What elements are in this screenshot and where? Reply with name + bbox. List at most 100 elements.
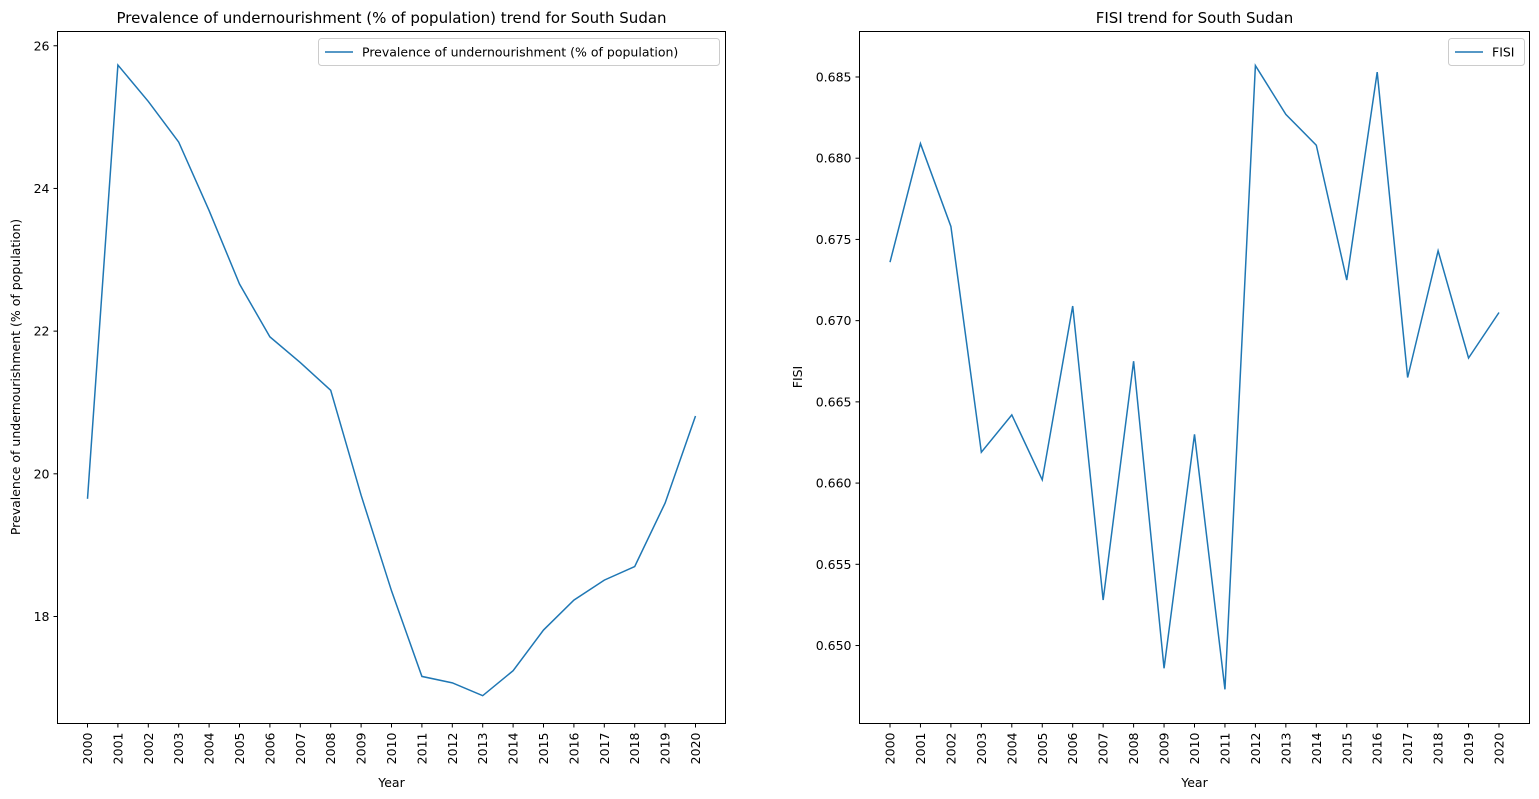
data-point: [86, 497, 89, 500]
legend-box: [1448, 38, 1525, 66]
x-tick-label: 2010: [384, 732, 399, 764]
y-tick-label: 18: [34, 609, 50, 624]
x-tick-label: 2017: [597, 733, 612, 765]
x-tick-label: 2003: [974, 733, 989, 765]
y-tick-label: 0.670: [816, 313, 852, 328]
x-tick-label: 2006: [262, 732, 277, 764]
chart-undernourishment: Prevalence of undernourishment (% of pop…: [8, 9, 726, 790]
y-tick-label: 0.685: [816, 69, 852, 84]
x-tick-label: 2017: [1400, 733, 1415, 765]
chart-fisi: FISI trend for South Sudan 2000 2001 2002 2…: [790, 9, 1530, 790]
data-point: [1254, 64, 1257, 67]
data-point: [1102, 599, 1105, 602]
x-tick-label: 2011: [414, 733, 429, 765]
series-line-fisi: [889, 63, 1500, 690]
data-point: [949, 225, 952, 228]
data-point: [116, 64, 119, 67]
x-tick-label: 2006: [1065, 732, 1080, 764]
data-point: [919, 142, 922, 145]
data-point: [329, 389, 332, 392]
data-point: [1345, 279, 1348, 282]
data-point: [512, 669, 515, 672]
y-tick-label: 20: [34, 466, 50, 481]
data-point: [268, 335, 271, 338]
y-tick-label: 26: [34, 38, 50, 53]
data-point: [1376, 71, 1379, 74]
data-point: [1010, 413, 1013, 416]
series-line-undernourishment: [86, 63, 697, 697]
legend: Prevalence of undernourishment (% of pop…: [318, 38, 720, 66]
y-axis-label: Prevalence of undernourishment (% of pop…: [8, 219, 23, 535]
y-tick-label: 0.655: [816, 557, 852, 572]
y-tick-label: 24: [34, 181, 50, 196]
x-tick-label: 2011: [1217, 733, 1232, 765]
axis-ticks: 2000 2001 2002 2003 2004 2005 2006 2007 2008 2009…: [816, 69, 1507, 764]
x-tick-label: 2019: [1461, 732, 1476, 764]
x-tick-label: 2007: [293, 733, 308, 765]
x-tick-label: 2016: [566, 732, 581, 764]
data-point: [1163, 667, 1166, 670]
data-point: [481, 694, 484, 697]
legend: FISI: [1448, 38, 1525, 66]
data-point: [1041, 478, 1044, 481]
data-point: [420, 675, 423, 678]
x-tick-label: 2008: [1126, 732, 1141, 764]
chart-title: Prevalence of undernourishment (% of pop…: [116, 9, 666, 27]
legend-label: FISI: [1492, 45, 1515, 60]
x-tick-label: 2007: [1096, 733, 1111, 765]
x-tick-label: 2004: [1004, 732, 1019, 764]
x-tick-label: 2012: [1248, 733, 1263, 765]
data-point: [1071, 305, 1074, 308]
x-tick-label: 2020: [688, 732, 703, 764]
data-point: [664, 502, 667, 505]
data-point: [1315, 144, 1318, 147]
x-tick-label: 2012: [445, 733, 460, 765]
data-point: [1467, 357, 1470, 360]
data-point: [572, 599, 575, 602]
data-point: [238, 283, 241, 286]
x-tick-label: 2013: [475, 733, 490, 765]
x-tick-label: 2009: [1157, 732, 1172, 764]
legend-label: Prevalence of undernourishment (% of pop…: [362, 45, 678, 60]
y-axis-label: FISI: [790, 366, 805, 389]
x-tick-label: 2004: [202, 732, 217, 764]
x-tick-label: 2019: [658, 732, 673, 764]
x-axis-label: Year: [377, 775, 405, 790]
x-tick-label: 2014: [1309, 732, 1324, 764]
data-point: [1193, 433, 1196, 436]
y-tick-label: 0.660: [816, 476, 852, 491]
data-point: [1406, 376, 1409, 379]
legend-box: [318, 38, 720, 66]
x-tick-label: 2018: [627, 732, 642, 764]
data-point: [147, 100, 150, 103]
x-tick-label: 2005: [232, 733, 247, 765]
y-tick-label: 22: [34, 324, 50, 339]
x-tick-label: 2016: [1370, 732, 1385, 764]
x-tick-label: 2001: [913, 733, 928, 765]
x-axis-label: Year: [1180, 775, 1208, 790]
data-point: [1437, 249, 1440, 252]
data-point: [603, 579, 606, 582]
y-tick-label: 0.680: [816, 151, 852, 166]
x-tick-label: 2020: [1492, 732, 1507, 764]
data-point: [889, 261, 892, 264]
axis-ticks: 2000 2001 2002 2003 2004 2005 2006 2007 2008 2009…: [34, 38, 703, 764]
data-point: [542, 629, 545, 632]
x-tick-label: 2013: [1278, 733, 1293, 765]
x-tick-label: 2003: [171, 733, 186, 765]
data-point: [299, 361, 302, 364]
plot-area-frame: [57, 31, 726, 724]
data-point: [633, 565, 636, 568]
data-point: [1223, 688, 1226, 691]
x-tick-label: 2005: [1035, 733, 1050, 765]
data-point: [980, 451, 983, 454]
x-tick-label: 2009: [354, 732, 369, 764]
data-point: [208, 209, 211, 212]
data-point: [451, 681, 454, 684]
x-tick-label: 2014: [506, 732, 521, 764]
data-point: [177, 141, 180, 144]
data-point: [390, 589, 393, 592]
data-point: [1132, 360, 1135, 363]
x-tick-label: 2002: [141, 733, 156, 765]
